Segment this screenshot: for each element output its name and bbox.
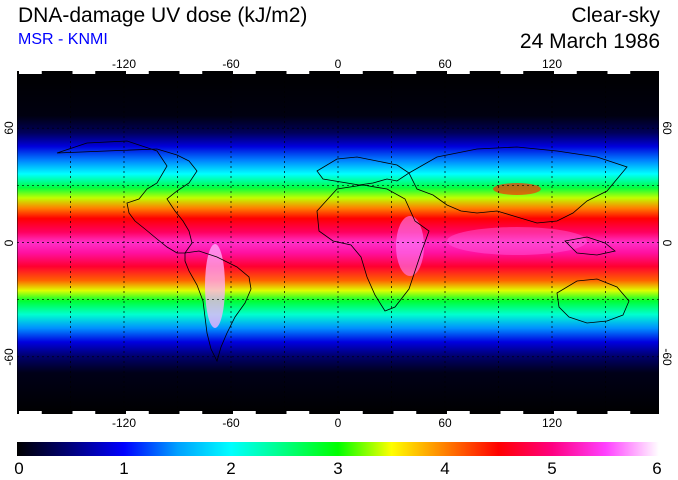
latitude-tick-label-left: -60 — [2, 348, 16, 366]
frame-tick — [19, 71, 42, 74]
frame-tick — [72, 71, 96, 74]
frame-tick — [447, 71, 470, 74]
longitude-tick-label: -120 — [111, 57, 137, 71]
north-america-outline — [56, 140, 198, 254]
tibet-high-dose — [493, 183, 541, 195]
andes-high-dose — [205, 244, 225, 328]
europe-outline — [316, 156, 410, 186]
frame-tick — [179, 71, 203, 74]
map-title: DNA-damage UV dose (kJ/m2) — [18, 4, 308, 27]
indonesia-outline — [564, 236, 616, 256]
frame-tick — [393, 411, 417, 414]
frame-tick — [126, 71, 149, 74]
frame-tick — [500, 71, 524, 74]
frame-tick-marks — [19, 71, 631, 414]
africa-outline — [316, 184, 430, 312]
longitude-tick-label: 0 — [334, 416, 342, 430]
colorbar-label: 3 — [333, 459, 343, 478]
longitude-tick-label: 0 — [334, 57, 342, 71]
frame-tick — [554, 71, 577, 74]
longitude-tick-label: 120 — [541, 57, 563, 71]
longitude-tick-label: -60 — [222, 57, 240, 71]
frame-tick — [500, 411, 524, 414]
longitude-tick-label: -60 — [222, 416, 240, 430]
frame-tick — [179, 411, 203, 414]
uv-dose-map — [17, 71, 659, 414]
frame-tick — [554, 411, 577, 414]
frame-tick — [607, 411, 631, 414]
frame-tick — [72, 411, 96, 414]
data-source-label: MSR - KNMI — [18, 31, 108, 48]
latitude-tick-label-right: -60 — [660, 348, 674, 366]
longitude-tick-label: -120 — [111, 416, 137, 430]
latitude-tick-label-right: 60 — [660, 121, 674, 135]
colorbar-label: 4 — [440, 459, 450, 478]
frame-tick — [393, 71, 417, 74]
frame-tick — [447, 411, 470, 414]
frame-tick — [19, 411, 42, 414]
south-america-outline — [184, 250, 252, 363]
sky-condition-label: Clear-sky — [571, 4, 660, 27]
frame-tick — [286, 71, 310, 74]
colorbar-label: 2 — [226, 459, 236, 478]
latitude-tick-label-left: 0 — [2, 239, 16, 246]
colorbar — [17, 442, 659, 456]
frame-tick — [340, 411, 363, 414]
frame-tick — [233, 71, 256, 74]
coastlines — [56, 140, 630, 363]
colorbar-ramp — [17, 442, 659, 456]
longitude-tick-label: 60 — [438, 57, 452, 71]
frame-tick — [233, 411, 256, 414]
map-canvas — [17, 71, 659, 414]
frame-tick — [286, 411, 310, 414]
colorbar-label: 6 — [652, 459, 662, 478]
graticule — [17, 71, 659, 414]
east-africa-high-dose — [396, 216, 424, 276]
colorbar-label: 0 — [14, 459, 24, 478]
australia-outline — [556, 278, 630, 324]
frame-tick — [607, 71, 631, 74]
longitude-tick-label: 60 — [438, 416, 452, 430]
date-label: 24 March 1986 — [519, 30, 660, 53]
asia-outline — [408, 146, 628, 224]
colorbar-label: 1 — [119, 459, 129, 478]
latitude-tick-label-right: 0 — [660, 239, 674, 246]
colorbar-label: 5 — [547, 459, 557, 478]
longitude-tick-label: 120 — [541, 416, 563, 430]
frame-tick — [340, 71, 363, 74]
frame-tick — [126, 411, 149, 414]
latitude-tick-label-left: 60 — [2, 121, 16, 135]
